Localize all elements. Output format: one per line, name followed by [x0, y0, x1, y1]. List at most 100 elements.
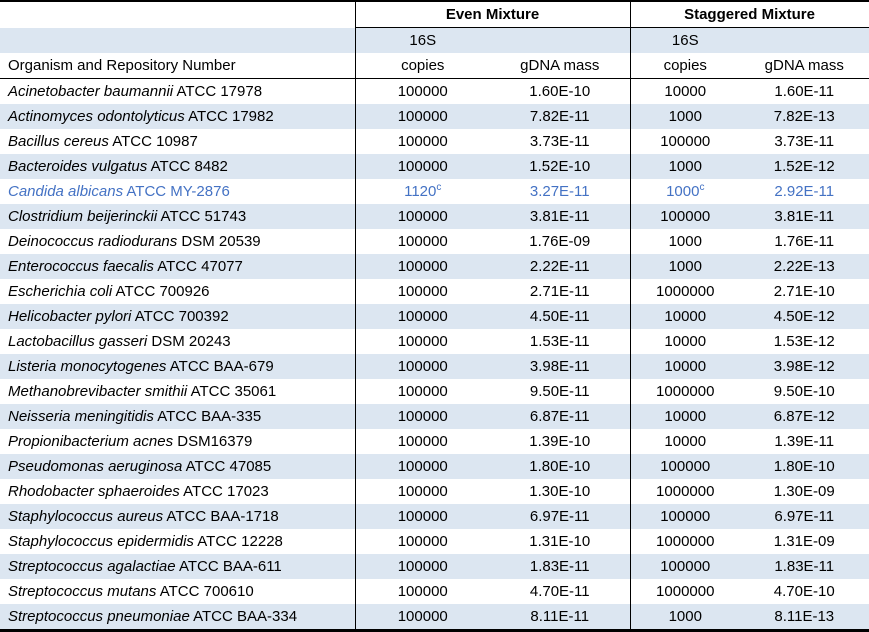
even-gdna-cell: 3.81E-11 — [490, 204, 630, 229]
footnote-marker: c — [436, 182, 442, 193]
staggered-gdna-header: gDNA mass — [740, 53, 869, 79]
column-header-row: Organism and Repository Number copies gD… — [0, 53, 869, 79]
organism-cell: Clostridium beijerinckii ATCC 51743 — [0, 204, 355, 229]
organism-scientific-name: Staphylococcus epidermidis — [8, 533, 194, 550]
table-row: Staphylococcus aureus ATCC BAA-1718 10000… — [0, 504, 869, 529]
even-gdna-cell: 1.83E-11 — [490, 554, 630, 579]
repository-number: ATCC 12228 — [193, 533, 283, 550]
even-copies-cell: 100000 — [354, 529, 490, 554]
organism-cell: Streptococcus agalactiae ATCC BAA-611 — [0, 554, 355, 579]
repository-number: ATCC 700610 — [156, 583, 254, 600]
staggered-gdna-cell: 6.87E-12 — [740, 404, 869, 429]
even-copies-cell: 100000 — [354, 254, 490, 279]
staggered-copies-cell: 1000 — [629, 104, 740, 129]
organism-cell: Candida albicans ATCC MY-2876 — [0, 179, 355, 204]
even-gdna-cell: 1.80E-10 — [490, 454, 630, 479]
staggered-gdna-cell: 8.11E-13 — [740, 604, 869, 631]
organism-cell: Bacillus cereus ATCC 10987 — [0, 129, 355, 154]
footnote-marker: c — [699, 182, 705, 193]
even-copies-cell: 100000 — [354, 78, 490, 104]
staggered-gdna-cell: 7.82E-13 — [740, 104, 869, 129]
subheader-16s-row: 16S 16S — [0, 27, 869, 53]
organism-cell: Enterococcus faecalis ATCC 47077 — [0, 254, 355, 279]
table-row: Rhodobacter sphaeroides ATCC 17023 100000… — [0, 479, 869, 504]
staggered-gdna-cell: 2.71E-10 — [740, 279, 869, 304]
organism-scientific-name: Bacteroides vulgatus — [8, 158, 148, 175]
even-copies-cell: 100000 — [354, 279, 490, 304]
table-row: Bacillus cereus ATCC 10987 100000 3.73E-11… — [0, 129, 869, 154]
repository-number: ATCC 700392 — [131, 308, 229, 325]
repository-number: DSM 20243 — [147, 333, 231, 350]
table-row: Neisseria meningitidis ATCC BAA-335 10000… — [0, 404, 869, 429]
organism-scientific-name: Staphylococcus aureus — [8, 508, 164, 525]
even-gdna-cell: 1.52E-10 — [490, 154, 630, 179]
table-body: Acinetobacter baumannii ATCC 17978 100000… — [0, 78, 869, 631]
staggered-gdna-cell: 2.92E-11 — [740, 179, 869, 204]
staggered-gdna-cell: 3.98E-12 — [740, 354, 869, 379]
staggered-gdna-cell: 1.60E-11 — [740, 78, 869, 104]
repository-number: ATCC BAA-334 — [189, 608, 298, 625]
staggered-copies-cell: 1000000 — [629, 579, 740, 604]
organism-scientific-name: Pseudomonas aeruginosa — [8, 458, 183, 475]
group-header-row: Even Mixture Staggered Mixture — [0, 1, 869, 28]
even-copies-cell: 100000 — [354, 354, 490, 379]
staggered-gdna-cell: 3.73E-11 — [740, 129, 869, 154]
staggered-copies-cell: 1000c — [629, 179, 740, 204]
even-gdna-cell: 2.22E-11 — [490, 254, 630, 279]
repository-number: ATCC 17023 — [179, 483, 269, 500]
table-row: Deinococcus radiodurans DSM 20539 100000 1… — [0, 229, 869, 254]
even-gdna-cell: 6.87E-11 — [490, 404, 630, 429]
table-row: Enterococcus faecalis ATCC 47077 100000 2.… — [0, 254, 869, 279]
repository-number: ATCC BAA-611 — [175, 558, 282, 575]
repository-number: ATCC BAA-679 — [166, 358, 274, 375]
table-row: Clostridium beijerinckii ATCC 51743 10000… — [0, 204, 869, 229]
organism-scientific-name: Candida albicans — [8, 183, 124, 200]
staggered-copies-cell: 1000000 — [629, 279, 740, 304]
staggered-gdna-cell: 1.83E-11 — [740, 554, 869, 579]
organism-cell: Streptococcus mutans ATCC 700610 — [0, 579, 355, 604]
repository-number: ATCC 47085 — [182, 458, 272, 475]
organism-scientific-name: Propionibacterium acnes — [8, 433, 174, 450]
organism-cell: Staphylococcus aureus ATCC BAA-1718 — [0, 504, 355, 529]
group-header-staggered: Staggered Mixture — [629, 1, 869, 28]
even-gdna-cell: 1.53E-11 — [529, 333, 590, 350]
staggered-copies-cell: 1000 — [629, 229, 740, 254]
organism-scientific-name: Helicobacter pylori — [8, 308, 132, 325]
staggered-gdna-cell: 6.97E-11 — [740, 504, 869, 529]
organism-scientific-name: Lactobacillus gasseri — [8, 333, 148, 350]
even-gdna-cell: 1.30E-10 — [529, 483, 591, 500]
staggered-copies-cell: 10000 — [629, 404, 740, 429]
repository-number: DSM 20539 — [177, 233, 261, 250]
even-gdna-cell: 1.60E-10 — [529, 83, 591, 100]
organism-cell: Acinetobacter baumannii ATCC 17978 — [0, 79, 355, 105]
even-copies-cell: 100000 — [354, 204, 490, 229]
staggered-gdna-cell: 1.39E-11 — [740, 429, 869, 454]
staggered-copies-cell: 100000 — [629, 204, 740, 229]
staggered-16s-label: 16S — [629, 27, 740, 53]
table-row: Streptococcus pneumoniae ATCC BAA-334 100… — [0, 604, 869, 631]
organism-scientific-name: Acinetobacter baumannii — [8, 83, 174, 100]
even-copies-cell: 100000 — [354, 329, 490, 354]
repository-number: ATCC BAA-335 — [153, 408, 262, 425]
even-gdna-cell: 4.50E-11 — [490, 304, 630, 329]
organism-scientific-name: Streptococcus pneumoniae — [8, 608, 190, 625]
even-copies-cell: 100000 — [354, 479, 490, 504]
staggered-copies-cell: 100000 — [629, 454, 740, 479]
even-copies-cell: 100000 — [354, 379, 490, 404]
organism-scientific-name: Methanobrevibacter smithii — [8, 383, 188, 400]
organism-cell: Escherichia coli ATCC 700926 — [0, 279, 355, 304]
staggered-gdna-cell: 9.50E-10 — [740, 379, 869, 404]
even-gdna-cell: 1.31E-10 — [529, 533, 591, 550]
even-copies-cell: 100000 — [354, 504, 490, 529]
table-row: Actinomyces odontolyticus ATCC 17982 1000… — [0, 104, 869, 129]
table-row: Helicobacter pylori ATCC 700392 100000 4.5… — [0, 304, 869, 329]
organism-scientific-name: Deinococcus radiodurans — [8, 233, 178, 250]
organism-cell: Bacteroides vulgatus ATCC 8482 — [0, 154, 355, 179]
repository-number: ATCC 35061 — [187, 383, 277, 400]
staggered-gdna-cell: 1.53E-12 — [740, 329, 869, 354]
even-copies-cell: 100000 — [354, 104, 490, 129]
empty-cell — [0, 27, 355, 53]
organism-scientific-name: Clostridium beijerinckii — [8, 208, 158, 225]
organism-scientific-name: Bacillus cereus — [8, 133, 109, 150]
